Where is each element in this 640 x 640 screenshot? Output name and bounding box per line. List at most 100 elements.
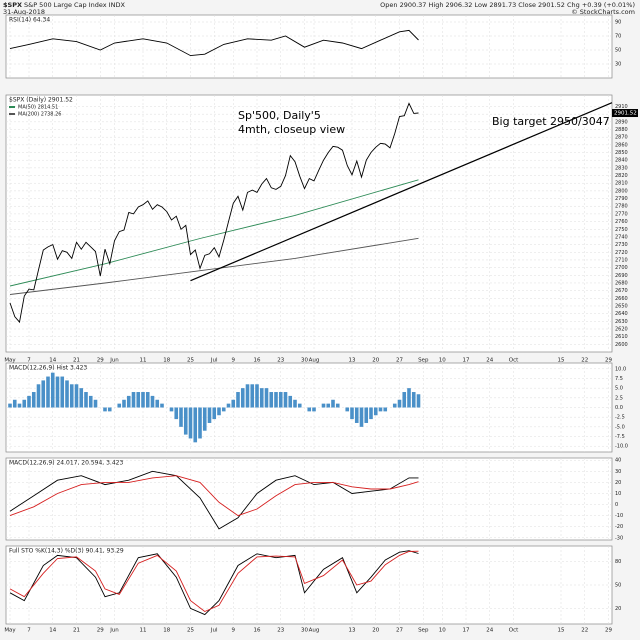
last-badge — [612, 109, 638, 118]
y-tick-label: 2630 — [615, 319, 628, 325]
hist-bar — [188, 407, 193, 439]
hist-bar — [392, 403, 397, 408]
legend-swatch — [9, 106, 15, 108]
x-tick-label: 22 — [581, 358, 588, 364]
hist-bar — [240, 388, 245, 408]
x-tick-label: 7 — [27, 358, 31, 364]
y-tick-label: 20 — [615, 606, 621, 612]
x-tick-label: Sep — [418, 628, 429, 634]
hist-bar — [198, 407, 202, 439]
x-tick-label: 14 — [49, 358, 56, 364]
hist-bar — [283, 392, 288, 408]
x-tick-label: 24 — [486, 628, 493, 634]
hist-bar — [36, 384, 41, 408]
y-tick-label: 2880 — [615, 127, 628, 133]
hist-bar — [236, 392, 240, 408]
y-tick-label: 2820 — [615, 173, 628, 179]
hist-bar — [288, 395, 293, 408]
x-tick-label: 17 — [463, 628, 470, 634]
hist-bar — [126, 395, 131, 408]
y-tick-label: 50 — [615, 48, 621, 54]
hist-bar — [245, 384, 250, 408]
series-line — [9, 237, 419, 295]
name: S&P 500 Large Cap Index INDX — [24, 1, 125, 9]
annotation: Sp'500, Daily'5 — [238, 109, 321, 122]
panel — [5, 457, 613, 541]
x-tick-label: 21 — [73, 358, 80, 364]
y-tick-label: 20 — [615, 480, 621, 486]
panel — [5, 94, 613, 353]
hist-bar — [402, 392, 407, 408]
hist-bar — [326, 403, 331, 408]
hist-bar — [293, 399, 297, 408]
panel — [5, 14, 613, 79]
hist-bar — [250, 384, 255, 408]
hist-bar — [12, 399, 17, 408]
y-tick-label: 2850 — [615, 150, 628, 156]
y-tick-label: 2720 — [615, 250, 628, 256]
x-tick-label: 29 — [605, 358, 612, 364]
hist-bar — [331, 399, 335, 408]
x-tick-label: 20 — [372, 358, 379, 364]
y-tick-label: -10.0 — [615, 444, 628, 450]
x-tick-label: 22 — [581, 628, 588, 634]
date: 31-Aug-2018 — [3, 8, 45, 16]
y-tick-label: 70 — [615, 34, 621, 40]
x-tick-label: Jun — [109, 628, 119, 634]
x-tick-label: 25 — [187, 628, 194, 634]
hist-bar — [65, 380, 69, 408]
x-tick-label: 24 — [486, 358, 493, 364]
y-tick-label: 40 — [615, 458, 621, 464]
x-tick-label: 9 — [232, 628, 236, 634]
hist-bar — [364, 407, 369, 423]
hist-bar — [131, 392, 136, 408]
hist-bar — [373, 407, 378, 416]
x-tick-label: 16 — [254, 358, 261, 364]
panel-title: MACD(12,26,9) Hist 3.423 — [9, 365, 87, 372]
y-tick-label: 2730 — [615, 242, 628, 248]
x-tick-label: 20 — [372, 628, 379, 634]
x-tick-label: 30 — [301, 628, 308, 634]
x-tick-label: 15 — [558, 358, 565, 364]
hist-bar — [27, 395, 31, 408]
hist-bar — [307, 407, 312, 412]
x-tick-label: 16 — [254, 628, 261, 634]
y-tick-label: 80 — [615, 559, 621, 565]
hist-bar — [378, 407, 383, 412]
y-tick-label: -20 — [615, 524, 623, 530]
y-tick-label: 2690 — [615, 273, 628, 279]
y-tick-label: 2890 — [615, 119, 628, 125]
hist-bar — [312, 407, 316, 412]
hist-bar — [141, 392, 145, 408]
hist-bar — [60, 376, 65, 408]
hist-bar — [397, 399, 402, 408]
y-tick-label: 2800 — [615, 188, 628, 194]
hist-bar — [416, 394, 421, 408]
hist-bar — [193, 407, 198, 443]
hist-bar — [22, 399, 27, 408]
hist-bar — [274, 392, 278, 408]
hist-bar — [55, 376, 60, 408]
hist-bar — [231, 399, 236, 408]
y-tick-label: 10.0 — [615, 366, 626, 372]
y-tick-label: 2810 — [615, 181, 628, 187]
series-line — [9, 550, 419, 613]
hist-bar — [212, 407, 217, 420]
hist-bar — [46, 376, 50, 408]
hist-bar — [407, 388, 411, 408]
x-tick-label: 23 — [277, 358, 284, 364]
x-tick-label: 13 — [349, 628, 356, 634]
panel-title: MACD(12,26,9) 24.017, 20.594, 3.423 — [9, 460, 123, 467]
y-tick-label: 2670 — [615, 288, 628, 294]
x-tick-label: May — [4, 358, 16, 364]
last-value: 2901.52 — [614, 111, 637, 117]
y-tick-label: 2620 — [615, 326, 628, 332]
hist-bar — [84, 392, 88, 408]
y-tick-label: 7.5 — [615, 376, 623, 382]
value-line — [9, 102, 419, 324]
y-tick-label: 2660 — [615, 296, 628, 302]
legend-swatch — [9, 113, 15, 115]
x-tick-label: Sep — [418, 358, 429, 364]
hist-bar — [31, 392, 36, 408]
hist-bar — [50, 372, 55, 408]
